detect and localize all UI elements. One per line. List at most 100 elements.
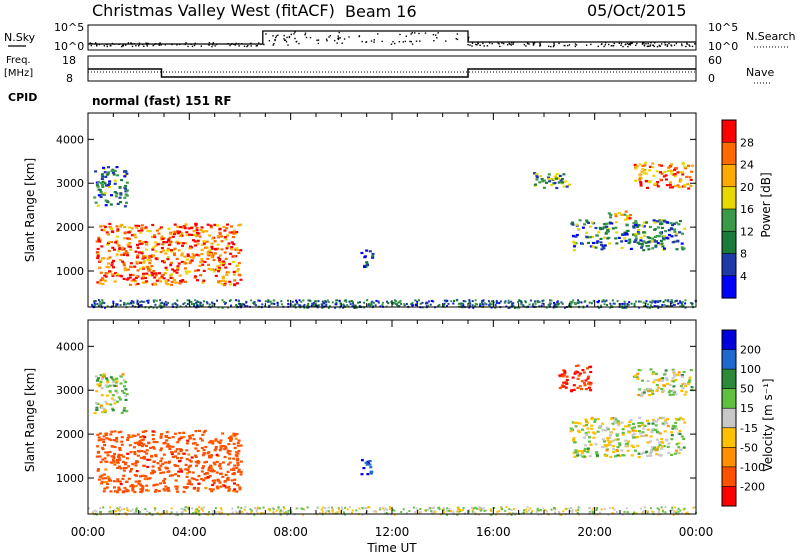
velocity-point xyxy=(627,431,631,434)
nsearch-point xyxy=(597,45,599,48)
velocity-point xyxy=(112,381,116,384)
power-point xyxy=(123,237,126,240)
power-point xyxy=(196,269,200,272)
velocity-point xyxy=(102,435,106,438)
nsearch-point xyxy=(275,36,277,39)
velocity-point xyxy=(215,453,219,456)
power-point xyxy=(642,231,646,234)
power-point xyxy=(637,232,641,235)
power-point xyxy=(651,247,655,250)
velocity-point xyxy=(261,512,264,515)
power-point xyxy=(488,302,491,305)
power-point xyxy=(122,277,126,280)
velocity-point xyxy=(615,434,619,437)
nsearch-point xyxy=(160,44,162,46)
power-point xyxy=(548,302,551,305)
velocity-point xyxy=(100,406,104,409)
power-point xyxy=(202,239,206,243)
power-point xyxy=(671,241,675,244)
nsearch-point xyxy=(645,43,647,45)
power-point xyxy=(237,300,240,302)
power-point xyxy=(211,237,215,240)
power-point xyxy=(202,303,204,306)
nsearch-point xyxy=(200,45,202,47)
power-point xyxy=(115,253,119,256)
velocity-point xyxy=(625,507,628,510)
power-point xyxy=(690,164,694,167)
velocity-point xyxy=(675,449,679,452)
power-point xyxy=(212,270,216,273)
velocity-point xyxy=(99,507,102,510)
nsearch-point xyxy=(90,44,92,47)
power-point xyxy=(239,278,243,281)
velocity-point xyxy=(609,455,613,458)
power-point xyxy=(676,299,679,302)
power-point xyxy=(620,213,624,216)
nsearch-point xyxy=(265,33,267,35)
velocity-point xyxy=(324,512,327,514)
power-point xyxy=(126,237,130,240)
power-point xyxy=(549,303,552,306)
power-point xyxy=(235,304,238,306)
velocity-point xyxy=(133,511,136,514)
velocity-point xyxy=(479,509,482,512)
power-point xyxy=(140,229,144,232)
velocity-point xyxy=(198,506,201,509)
velocity-point xyxy=(162,453,166,456)
velocity-point xyxy=(383,509,386,512)
nsearch-point xyxy=(664,42,666,44)
velocity-point xyxy=(122,460,125,464)
power-point xyxy=(119,225,123,228)
velocity-point xyxy=(226,451,230,454)
velocity-point xyxy=(214,447,218,450)
velocity-point xyxy=(586,367,589,370)
velocity-point xyxy=(614,438,618,441)
power-point xyxy=(639,236,643,239)
velocity-point xyxy=(135,510,138,513)
power-point xyxy=(336,299,339,302)
power-point xyxy=(250,299,253,302)
power-point xyxy=(659,178,663,181)
velocity-point xyxy=(651,372,655,375)
velocity-point xyxy=(151,446,155,449)
power-point xyxy=(608,242,612,245)
power-point xyxy=(214,274,218,277)
velocity-point xyxy=(180,436,184,439)
power-point xyxy=(100,245,104,248)
power-point xyxy=(150,265,154,268)
power-point xyxy=(253,301,256,303)
power-point xyxy=(113,182,117,185)
power-point xyxy=(644,179,648,183)
power-point xyxy=(684,306,687,309)
velocity-point xyxy=(553,506,555,509)
velocity-point xyxy=(103,444,107,447)
velocity-point xyxy=(677,371,681,374)
power-point xyxy=(648,236,652,240)
power-point xyxy=(196,242,200,245)
velocity-point xyxy=(674,421,678,424)
velocity-point xyxy=(473,511,475,513)
power-point xyxy=(153,234,156,237)
power-point xyxy=(660,222,664,225)
power-point xyxy=(222,260,226,263)
power-point xyxy=(182,261,186,264)
power-point xyxy=(291,300,294,303)
velocity-point xyxy=(111,459,115,462)
power-point xyxy=(184,242,188,245)
y-tick-label: 1000 xyxy=(56,472,84,485)
velocity-point xyxy=(446,513,448,516)
power-point xyxy=(542,186,546,189)
power-point xyxy=(350,300,353,302)
nsearch-point xyxy=(642,42,644,44)
power-point xyxy=(104,225,107,229)
power-point xyxy=(578,219,582,222)
power-point xyxy=(177,262,181,265)
power-point xyxy=(654,305,657,308)
power-point xyxy=(615,231,619,234)
power-point xyxy=(176,304,179,307)
velocity-point xyxy=(374,510,377,513)
velocity-point xyxy=(170,511,173,514)
power-point xyxy=(166,247,170,250)
power-point xyxy=(124,193,128,196)
power-point xyxy=(414,304,417,306)
